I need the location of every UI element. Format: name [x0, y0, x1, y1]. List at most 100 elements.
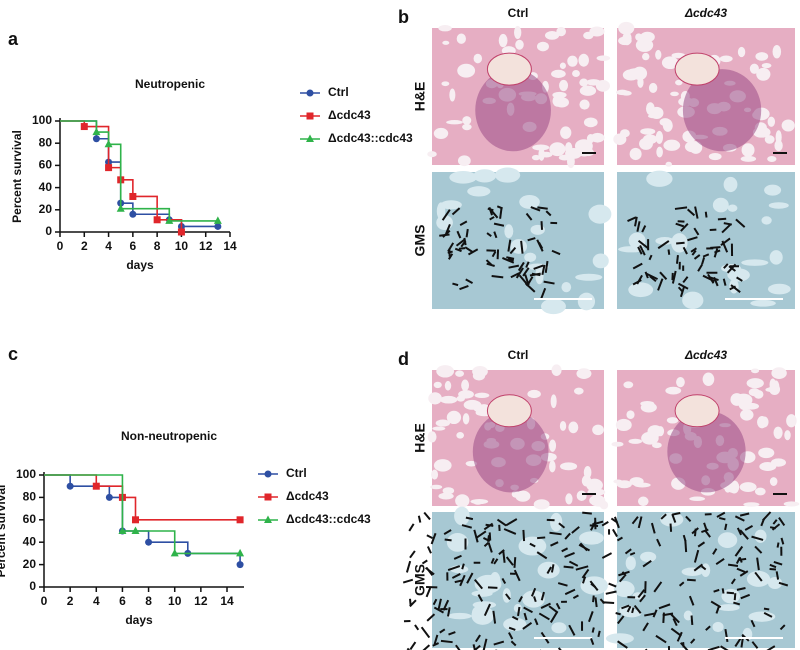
hypha	[538, 612, 550, 621]
hypha	[637, 239, 650, 250]
hypha	[546, 566, 552, 575]
hypha	[710, 600, 722, 609]
hypha	[766, 645, 776, 650]
alveolus	[574, 139, 593, 153]
hypha	[679, 286, 685, 298]
alveolus	[655, 130, 664, 144]
alveolus	[551, 364, 562, 376]
hypha	[677, 282, 689, 290]
hypha	[682, 641, 685, 648]
hypha	[754, 571, 763, 582]
alveolus	[579, 99, 590, 110]
hypha	[591, 627, 595, 633]
hypha	[510, 272, 520, 279]
space	[769, 250, 783, 265]
x-tick-label: 10	[175, 239, 189, 253]
hypha	[540, 591, 545, 601]
hypha	[511, 615, 519, 621]
alveolus	[456, 33, 466, 44]
y-tick-label: 20	[23, 557, 37, 571]
alveolus	[515, 490, 531, 502]
column-header: Ctrl	[508, 348, 529, 362]
hypha	[667, 249, 671, 255]
hypha	[465, 228, 469, 238]
alveolus	[784, 430, 791, 441]
space	[524, 252, 537, 262]
hypha	[685, 515, 692, 523]
hypha	[735, 557, 741, 564]
hypha	[724, 523, 728, 531]
hypha	[690, 638, 696, 644]
alveolus	[457, 63, 476, 78]
alveolus	[455, 370, 464, 377]
alveolus	[640, 128, 656, 135]
alveolus	[462, 123, 472, 131]
alveolus	[748, 388, 760, 397]
hypha	[433, 606, 445, 614]
hypha	[627, 216, 637, 222]
x-tick-label: 8	[154, 239, 161, 253]
hypha	[649, 275, 657, 283]
alveolus	[456, 432, 465, 439]
hypha	[540, 221, 544, 230]
hypha	[778, 517, 786, 526]
hypha	[456, 230, 462, 239]
alveolus	[589, 26, 605, 37]
row-label: GMS	[412, 564, 428, 596]
hypha	[540, 602, 551, 609]
hypha	[508, 632, 514, 640]
hypha	[513, 569, 521, 582]
marker	[236, 516, 244, 524]
hypha	[636, 274, 643, 285]
hypha	[501, 577, 507, 584]
space	[727, 204, 738, 212]
row-label: H&E	[412, 82, 428, 112]
hypha	[496, 518, 507, 527]
alveolus	[775, 130, 782, 145]
alveolus	[550, 394, 557, 409]
hypha	[473, 529, 479, 543]
alveolus	[740, 155, 757, 162]
alveolus	[662, 119, 673, 132]
hypha	[704, 211, 708, 218]
alveolus	[446, 120, 463, 125]
space	[717, 532, 738, 548]
vessel	[486, 52, 532, 86]
space	[628, 282, 654, 298]
hypha	[409, 550, 416, 559]
hypha	[682, 276, 689, 284]
chart-title: Non-neutropenic	[121, 429, 217, 443]
space	[519, 194, 540, 209]
hypha	[555, 602, 561, 610]
space	[625, 556, 636, 571]
space	[550, 512, 563, 532]
alveolus	[618, 36, 632, 46]
alveolus	[746, 378, 764, 389]
marker	[129, 210, 137, 218]
hypha	[727, 563, 739, 567]
hypha	[571, 526, 580, 534]
hypha	[558, 522, 566, 529]
hypha	[503, 528, 517, 535]
tissue	[667, 410, 746, 493]
alveolus	[635, 33, 643, 41]
hypha	[669, 523, 673, 532]
marker	[236, 548, 245, 557]
hypha	[499, 207, 503, 219]
survival-step	[132, 195, 158, 220]
hypha	[621, 571, 627, 577]
alveolus	[769, 477, 778, 486]
hypha	[751, 535, 764, 541]
x-tick-label: 14	[223, 239, 237, 253]
hypha	[414, 624, 420, 631]
hypha	[721, 223, 732, 234]
space	[640, 551, 657, 563]
survival-step	[108, 143, 122, 209]
alveolus	[615, 418, 632, 431]
hypha	[572, 594, 579, 600]
alveolus	[583, 117, 598, 128]
hypha	[483, 603, 491, 617]
y-tick-label: 80	[39, 135, 53, 149]
alveolus	[771, 367, 787, 379]
row-label: GMS	[412, 225, 428, 257]
